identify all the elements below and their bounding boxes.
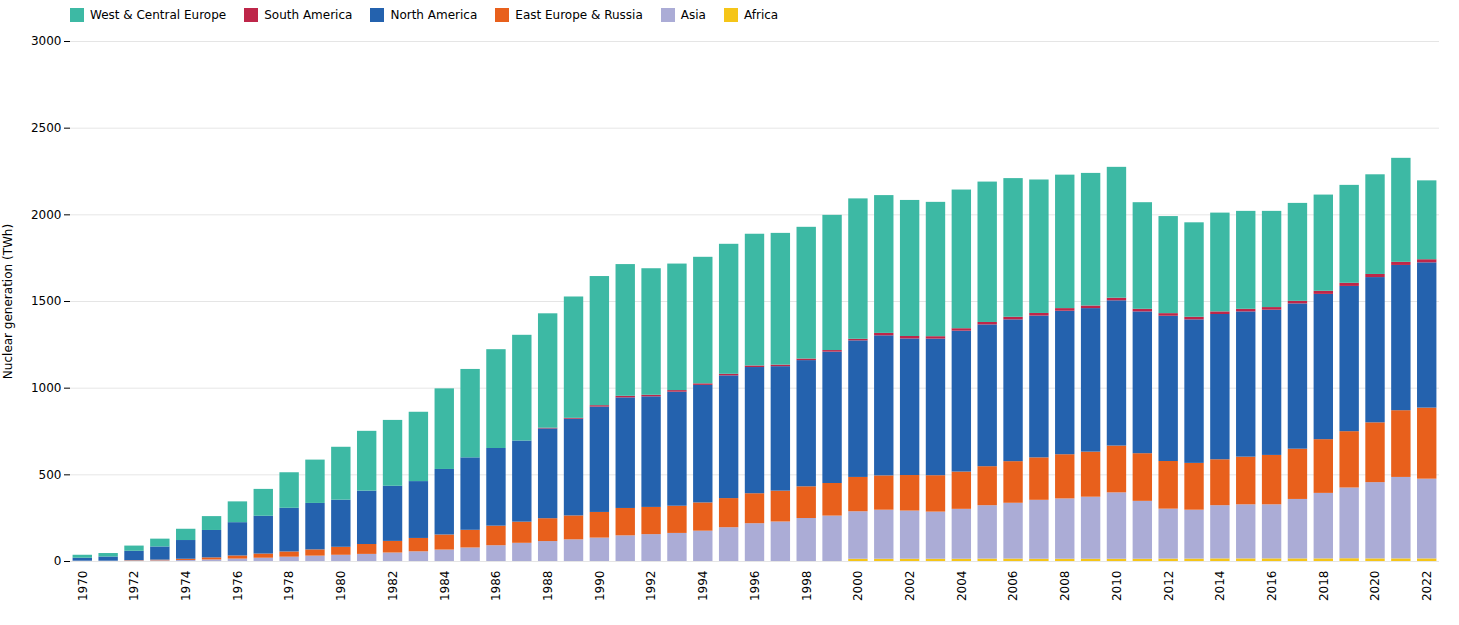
svg-text:1500: 1500 [31,294,62,308]
svg-text:500: 500 [39,468,62,482]
svg-text:3000: 3000 [31,34,62,48]
svg-text:2014: 2014 [1213,571,1227,602]
svg-text:2022: 2022 [1420,571,1434,602]
html-text:West & Central Europe: West & Central Europe [90,8,227,22]
svg-text:1972: 1972 [127,571,141,602]
svg-text:1996: 1996 [748,571,762,602]
svg-text:1986: 1986 [489,571,503,602]
svg-text:1992: 1992 [644,571,658,602]
svg-text:2016: 2016 [1265,571,1279,602]
svg-text:1976: 1976 [231,571,245,602]
svg-text:2010: 2010 [1110,571,1124,602]
svg-text:2500: 2500 [31,121,62,135]
html-text:Asia: Asia [680,8,706,22]
svg-text:1988: 1988 [541,571,555,602]
svg-text:2018: 2018 [1317,571,1331,602]
svg-text:1998: 1998 [800,571,814,602]
html-text:East Europe & Russia: East Europe & Russia [515,8,643,22]
svg-text:1980: 1980 [334,571,348,602]
svg-text:1994: 1994 [696,571,710,602]
svg-text:2002: 2002 [903,571,917,602]
svg-text:1990: 1990 [593,571,607,602]
svg-text:1970: 1970 [76,571,90,602]
html-text:Africa: Africa [744,8,779,22]
html-text:North America: North America [390,8,478,22]
svg-text:1978: 1978 [282,571,296,602]
svg-text:2000: 2000 [31,208,62,222]
svg-text:1984: 1984 [438,571,452,602]
svg-text:2008: 2008 [1058,571,1072,602]
svg-text:1000: 1000 [31,381,62,395]
svg-text:2004: 2004 [955,571,969,602]
svg-text:2006: 2006 [1006,571,1020,602]
html-text:South America: South America [264,8,353,22]
svg-text:0: 0 [54,554,62,568]
svg-text:1982: 1982 [386,571,400,602]
svg-text:Nuclear generation (TWh): Nuclear generation (TWh) [1,224,15,379]
svg-text:1974: 1974 [179,571,193,602]
svg-text:2020: 2020 [1368,571,1382,602]
svg-text:2012: 2012 [1162,571,1176,602]
svg-text:2000: 2000 [851,571,865,602]
